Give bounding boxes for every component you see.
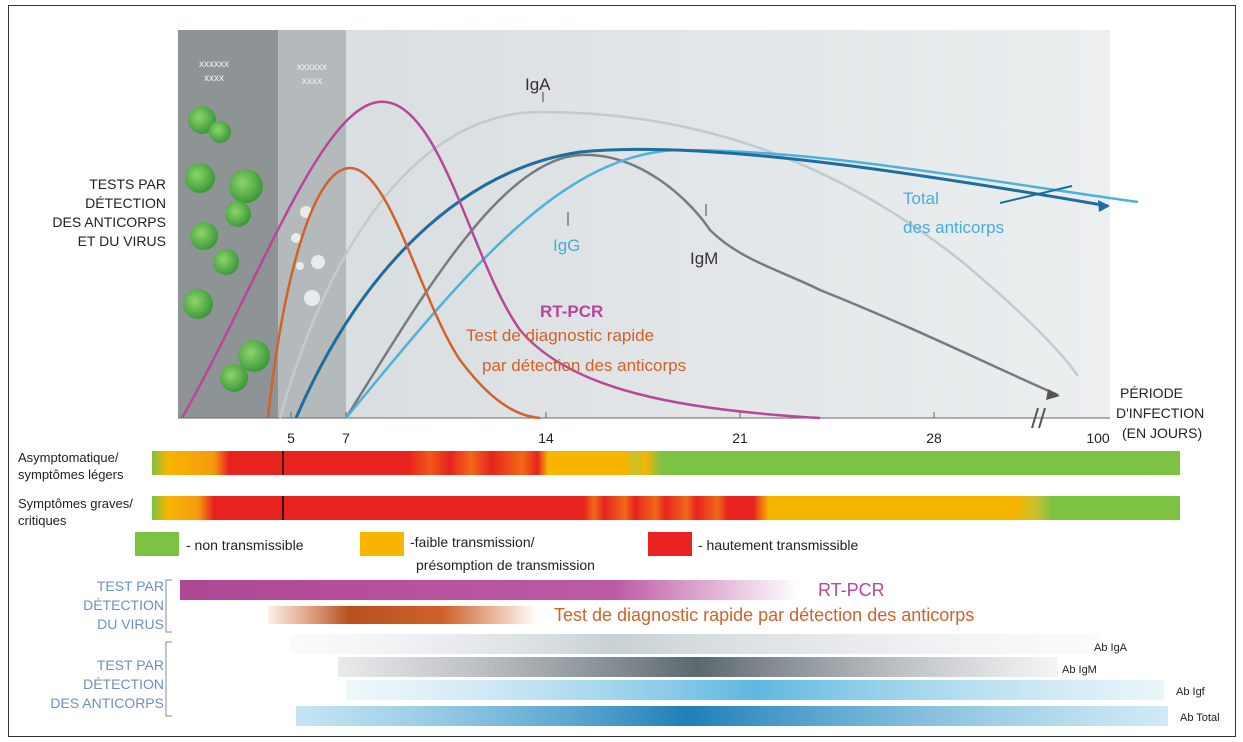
x-tick-label-7: 7 (342, 430, 350, 446)
antibody-group-label-line3: DES ANTICORPS (50, 695, 164, 711)
curve-igm-arrow (1046, 389, 1060, 400)
x-axis-label-line2: D'INFECTION (1116, 405, 1204, 421)
y-axis-label-line1: TESTS PAR (89, 176, 166, 192)
total-pointer (999, 185, 1073, 204)
curve-rdt (266, 166, 541, 420)
transmission-bar-severe (152, 496, 1180, 520)
bar-label-rtpcr: RT-PCR (818, 580, 885, 600)
antibody-group-label-line1: TEST PAR (97, 657, 164, 673)
incubation-box-2 (278, 30, 346, 418)
curve-igm (344, 153, 1059, 419)
x-tick-label-100: 100 (1086, 430, 1110, 446)
bar-igm (338, 657, 1058, 677)
legend-label-non-transmissible: - non transmissible (186, 537, 304, 553)
x-axis-label-line3: (EN JOURS) (1122, 425, 1202, 441)
legend-label-low-transmission-line2: présomption de transmission (416, 557, 595, 573)
legend-label-high-transmission: - hautement transmissible (698, 537, 859, 553)
bar-iga (290, 634, 1098, 654)
box1-label-line2: xxxx (204, 73, 224, 84)
box2-label-line2: xxxx (302, 76, 322, 87)
curve-label-rdt-line2: par détection des anticorps (482, 356, 686, 375)
transmission-bar-mild (152, 451, 1180, 475)
x-tick-label-5: 5 (287, 430, 295, 446)
curve-label-rtpcr: RT-PCR (540, 302, 603, 321)
y-axis-label-line3: DES ANTICORPS (52, 214, 166, 230)
x-axis-ticks (290, 412, 935, 418)
curve-label-total-line1: Total (903, 189, 939, 208)
x-tick-label-28: 28 (926, 430, 942, 446)
legend-label-low-transmission-line1: -faible transmission/ (410, 534, 535, 550)
curve-rtpcr (180, 100, 821, 420)
curve-label-total-line2: des anticorps (903, 218, 1004, 237)
curve-label-iga: IgA (525, 75, 551, 94)
curve-total-arrow (1098, 200, 1110, 212)
bar-label-rdt: Test de diagnostic rapide par détection … (554, 605, 974, 625)
virus-group-label-line2: DÉTECTION (83, 597, 164, 613)
curve-label-igm: IgM (690, 249, 718, 268)
virus-group-label-line1: TEST PAR (97, 578, 164, 594)
antibody-group-bracket (165, 641, 172, 717)
x-axis-label-line1: PÉRIODE (1120, 385, 1183, 401)
y-axis-label-line4: ET DU VIRUS (78, 233, 166, 249)
bar-rdt (268, 606, 538, 624)
curve-label-igg: IgG (553, 236, 580, 255)
legend-swatch-high-transmission (648, 532, 692, 556)
bar-igf (346, 680, 1164, 700)
antibody-group-label-line2: DÉTECTION (83, 676, 164, 692)
bar-label-igm: Ab IgM (1062, 664, 1097, 676)
axis-break-icon (1031, 407, 1046, 429)
curve-total (294, 147, 1109, 419)
virus-group-bracket (165, 579, 172, 633)
row-label-mild-line2: symptômes légers (18, 467, 124, 482)
legend-swatch-non-transmissible (135, 532, 179, 556)
bar-rtpcr (180, 580, 800, 600)
bar-total (296, 706, 1168, 726)
box2-label-line1: xxxxxx (297, 62, 327, 73)
row-label-mild-line1: Asymptomatique/ (18, 450, 119, 465)
curve-label-rdt-line1: Test de diagnostic rapide (466, 326, 654, 345)
row-label-severe-line2: critiques (18, 513, 67, 528)
curve-iga (278, 110, 1080, 419)
virus-group-label-line3: DU VIRUS (97, 616, 164, 632)
bar-label-igf: Ab Igf (1176, 686, 1206, 698)
x-tick-label-21: 21 (732, 430, 748, 446)
y-axis-label-line2: DÉTECTION (85, 195, 166, 211)
virus-particle-icons (183, 106, 325, 392)
legend-swatch-low-transmission (360, 532, 404, 556)
bar-label-total: Ab Total (1180, 712, 1220, 724)
row-label-severe-line1: Symptômes graves/ (18, 496, 133, 511)
bar-label-iga: Ab IgA (1094, 642, 1128, 654)
x-tick-label-14: 14 (538, 430, 554, 446)
box1-label-line1: xxxxxx (199, 59, 229, 70)
